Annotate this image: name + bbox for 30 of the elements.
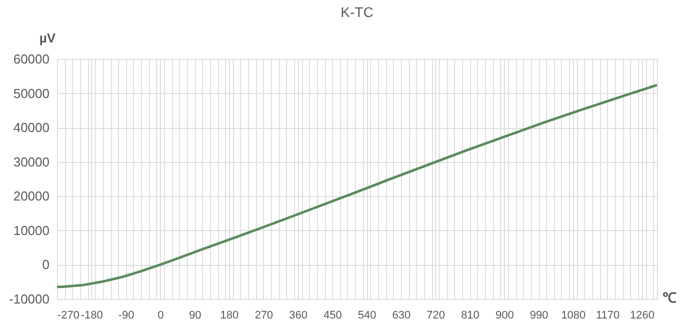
y-tick-label: 30000 <box>13 154 50 170</box>
x-tick-label: 360 <box>289 310 308 322</box>
x-tick-label: 1080 <box>561 310 586 322</box>
x-tick-label: 450 <box>323 310 342 322</box>
line-series <box>56 84 658 288</box>
x-tick-label: 900 <box>495 310 514 322</box>
x-tick-label: 720 <box>426 310 446 322</box>
x-tick-label: 90 <box>188 310 202 322</box>
y-tick-label: 10000 <box>13 222 50 238</box>
x-tick-label: 810 <box>461 310 480 322</box>
y-tick-label: 40000 <box>13 120 50 136</box>
x-axis-title: ℃ <box>662 290 676 306</box>
x-tick-label: 540 <box>358 310 376 322</box>
x-tick-label: 0 <box>158 310 164 322</box>
x-tick-label: 630 <box>392 310 411 322</box>
x-tick-label: -180 <box>80 310 103 322</box>
x-tick-label: -270 <box>58 310 80 322</box>
x-tick-label: 1260 <box>630 310 654 322</box>
x-tick-label: 180 <box>220 310 239 322</box>
y-axis-title: µV <box>39 30 56 46</box>
y-tick-label: 0 <box>42 257 50 272</box>
y-tick-label: 60000 <box>13 52 50 66</box>
y-tick-label: 50000 <box>13 86 50 101</box>
x-tick-label: -90 <box>118 310 134 322</box>
x-tick-label: 990 <box>530 310 548 322</box>
x-tick-label: 1170 <box>596 310 620 322</box>
chart-title: K-TC <box>340 4 374 20</box>
y-tick-label: -10000 <box>9 292 50 306</box>
y-tick-label: 20000 <box>13 188 50 204</box>
x-tick-label: 270 <box>254 310 274 322</box>
